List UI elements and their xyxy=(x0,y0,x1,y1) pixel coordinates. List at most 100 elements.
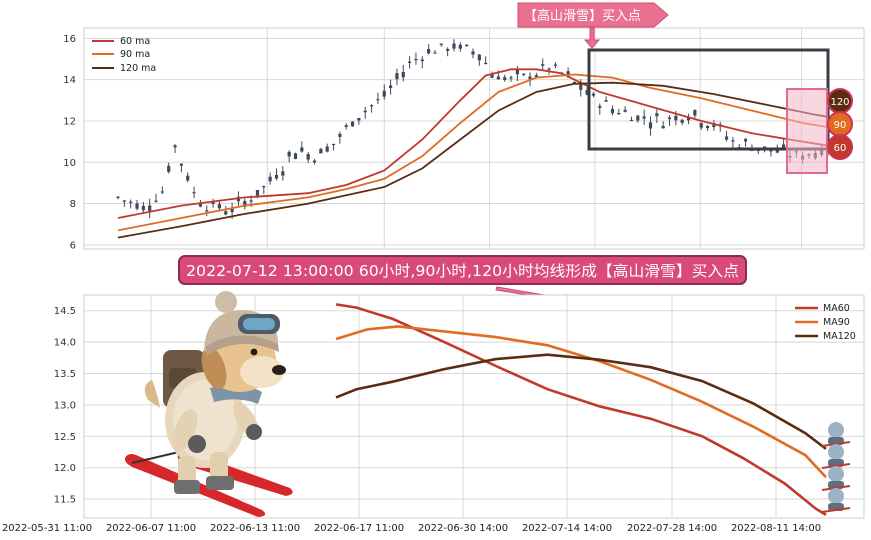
bottom-ma-lines xyxy=(335,303,827,517)
candle-body xyxy=(509,77,513,79)
candle-body xyxy=(503,77,507,80)
candle-body xyxy=(141,205,145,211)
candle-body xyxy=(636,115,640,121)
top-line-60-ma xyxy=(117,68,829,219)
candle-body xyxy=(230,208,234,213)
candle-body xyxy=(775,150,779,153)
badge-60-circle xyxy=(827,134,853,160)
boot-right xyxy=(206,476,234,490)
top-plot-frame xyxy=(83,27,865,250)
candle-body xyxy=(490,74,494,78)
candle-body xyxy=(642,116,646,119)
candle-body xyxy=(319,148,323,154)
bottom-legend-ma120: MA120 xyxy=(823,331,856,342)
candle-body xyxy=(116,196,120,198)
candle-body xyxy=(541,64,545,66)
candle-body xyxy=(712,123,716,128)
badge-120-label: 120 xyxy=(830,97,849,108)
top-ma-lines xyxy=(117,68,829,239)
candle-body xyxy=(458,44,462,49)
candle-body xyxy=(699,123,703,128)
skier-dog-illustration xyxy=(124,291,293,517)
top-line-90-ma xyxy=(117,73,829,232)
bottom-legend-ma60: MA60 xyxy=(823,303,850,314)
top-line-120-ma xyxy=(117,81,829,239)
candle-body xyxy=(452,43,456,49)
candle-body xyxy=(496,76,500,80)
candle-body xyxy=(731,140,735,142)
candle-body xyxy=(629,119,634,122)
top-callout-arrow xyxy=(583,27,601,49)
candle-body xyxy=(148,205,152,212)
candle-body xyxy=(427,49,431,54)
bottom-x-tick-label: 2022-06-17 11:00 xyxy=(314,523,404,534)
bottom-y-tick-label: 12.0 xyxy=(54,463,76,474)
candle-body xyxy=(382,90,386,97)
candle-body xyxy=(617,113,621,115)
candle-body xyxy=(724,136,729,140)
candle-body xyxy=(623,109,627,112)
candle-body xyxy=(388,85,393,88)
candle-body xyxy=(515,68,519,75)
candle-body xyxy=(680,119,684,123)
candle-body xyxy=(553,64,558,66)
candle-body xyxy=(528,76,532,80)
candle-body xyxy=(401,71,405,78)
candle-body xyxy=(585,90,589,95)
candle-body xyxy=(262,186,266,188)
top-legend: 60 ma 90 ma 120 ma xyxy=(92,36,156,74)
candle-body xyxy=(433,52,437,54)
candle-body xyxy=(547,68,551,70)
middle-callout: 2022-07-12 13:00:00 60小时,90小时,120小时均线形成【… xyxy=(178,255,747,306)
candle-body xyxy=(705,125,710,129)
bottom-y-tick-label: 14.5 xyxy=(54,306,76,317)
candle-body xyxy=(122,200,126,202)
bottom-legend-ma90: MA90 xyxy=(823,317,850,328)
badge-60-label: 60 xyxy=(834,143,847,154)
candle-body xyxy=(572,81,577,84)
candle-body xyxy=(363,110,367,113)
candle-body xyxy=(534,75,538,77)
candle-body xyxy=(782,144,786,149)
top-legend-ma120: 120 ma xyxy=(120,63,156,74)
badge-90-label: 90 xyxy=(834,120,847,131)
top-y-axis: 6 8 10 12 14 16 xyxy=(63,34,76,252)
candle-body xyxy=(471,51,475,55)
candle-body xyxy=(154,200,158,202)
top-y-tick-label: 14 xyxy=(63,75,76,86)
candle-body xyxy=(186,175,190,181)
candle-body xyxy=(420,59,424,62)
candle-body xyxy=(579,84,583,90)
candle-body xyxy=(331,143,336,146)
bottom-line-MA90 xyxy=(335,325,827,479)
bottom-legend: MA60 MA90 MA120 xyxy=(795,303,856,342)
candle-body xyxy=(743,139,748,142)
candle-body xyxy=(325,146,329,152)
middle-callout-box xyxy=(178,255,747,285)
top-callout-text: 【高山滑雪】买入点 xyxy=(524,8,641,24)
candle-body xyxy=(160,191,164,193)
candle-body xyxy=(243,200,247,207)
candle-body xyxy=(686,117,691,121)
candle-body xyxy=(167,165,171,172)
candle-body xyxy=(198,203,203,207)
middle-callout-text: 2022-07-12 13:00:00 60小时,90小时,120小时均线形成【… xyxy=(186,262,739,280)
candle-body xyxy=(192,192,196,194)
candle-body xyxy=(667,117,672,120)
glove-right xyxy=(246,424,262,440)
candle-body xyxy=(648,122,653,129)
candle-body xyxy=(344,125,348,127)
beanie-pompom xyxy=(215,291,237,313)
candle-body xyxy=(300,147,304,152)
candle-body xyxy=(484,62,488,65)
candle-body xyxy=(287,151,291,157)
candle-body xyxy=(693,109,697,116)
top-y-tick-label: 8 xyxy=(70,199,76,210)
candle-body xyxy=(211,201,215,205)
top-callout: 【高山滑雪】买入点 xyxy=(517,2,669,49)
candle-body xyxy=(408,61,412,63)
candle-body xyxy=(598,105,602,108)
candle-body xyxy=(376,99,380,101)
glove-left xyxy=(188,435,206,453)
